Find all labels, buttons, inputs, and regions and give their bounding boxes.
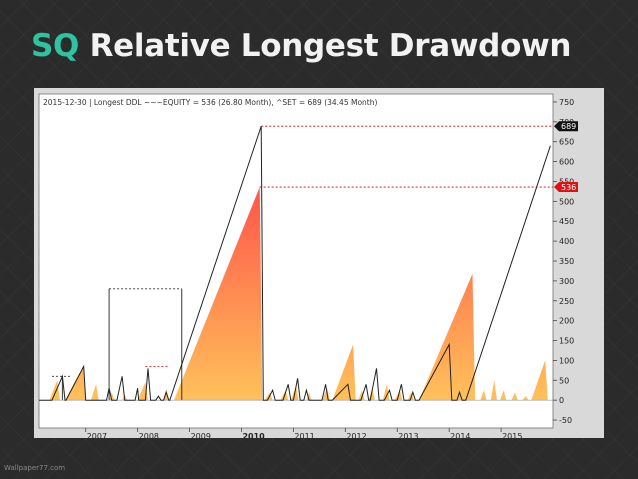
x-tick-label-2009: 2009 (191, 432, 211, 438)
y-tick-label-50: 50 (559, 376, 569, 385)
badge-equity (554, 182, 578, 193)
badge-set (554, 121, 578, 132)
x-tick-label-2015: 2015 (502, 432, 522, 438)
y-tick-label--50: -50 (559, 416, 572, 425)
y-tick-label-350: 350 (559, 257, 574, 266)
y-tick-label-400: 400 (559, 237, 574, 246)
title-text: Relative Longest Drawdown (89, 28, 572, 64)
y-tick-label-500: 500 (559, 197, 574, 206)
drawdown-chart: 2015-12-30 | Longest DDL ~~~EQUITY = 536… (38, 93, 578, 438)
x-tick-label-2012: 2012 (346, 432, 366, 438)
y-tick-label-300: 300 (559, 277, 574, 286)
chart-frame: 2015-12-30 | Longest DDL ~~~EQUITY = 536… (34, 88, 604, 438)
y-tick-label-750: 750 (559, 98, 574, 107)
title-ticker: SQ (31, 28, 80, 64)
chart-title: 2015-12-30 | Longest DDL ~~~EQUITY = 536… (43, 98, 377, 107)
x-tick-label-2011: 2011 (294, 432, 314, 438)
x-tick-label-2010: 2010 (242, 432, 265, 438)
x-tick-label-2008: 2008 (139, 432, 159, 438)
badge-equity-label: 536 (561, 183, 576, 192)
y-tick-label-550: 550 (559, 177, 574, 186)
x-tick-label-2013: 2013 (398, 432, 418, 438)
y-tick-label-450: 450 (559, 217, 574, 226)
y-tick-label-0: 0 (559, 396, 564, 405)
x-tick-label-2014: 2014 (450, 432, 470, 438)
y-tick-label-650: 650 (559, 138, 574, 147)
y-tick-label-600: 600 (559, 158, 574, 167)
watermark: Wallpaper77.com (4, 464, 66, 472)
plot-area (38, 93, 554, 429)
y-tick-label-250: 250 (559, 297, 574, 306)
y-tick-label-150: 150 (559, 337, 574, 346)
slide-title: SQ Relative Longest Drawdown (31, 28, 571, 64)
series-set-line (39, 126, 551, 401)
x-tick-label-2007: 2007 (87, 432, 107, 438)
badge-set-label: 689 (561, 122, 576, 131)
y-tick-label-200: 200 (559, 317, 574, 326)
y-tick-label-100: 100 (559, 356, 574, 365)
